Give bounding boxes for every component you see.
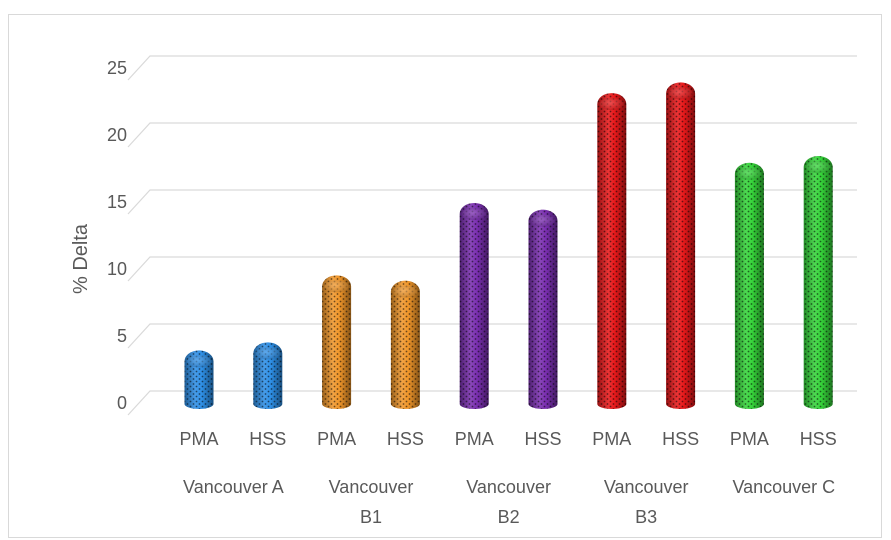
y-tick-label: 15 bbox=[107, 192, 127, 212]
y-tick-label: 5 bbox=[117, 326, 127, 346]
x-tick-label: PMA bbox=[592, 429, 631, 449]
bar bbox=[803, 156, 833, 409]
group-label: Vancouver bbox=[329, 477, 414, 497]
group-label: B3 bbox=[635, 507, 657, 527]
bars bbox=[184, 82, 833, 409]
y-tick-label: 10 bbox=[107, 259, 127, 279]
x-tick-label: HSS bbox=[662, 429, 699, 449]
chart-area: 0 5 10 15 20 25 % Delta PMA HSS PMA HSS PMA HSS PMA… bbox=[8, 14, 882, 538]
group-label: Vancouver bbox=[604, 477, 689, 497]
group-label: Vancouver C bbox=[732, 477, 835, 497]
group-label: Vancouver A bbox=[183, 477, 284, 497]
y-tick-label: 20 bbox=[107, 125, 127, 145]
bar bbox=[253, 342, 283, 409]
bar bbox=[734, 162, 764, 409]
bar bbox=[322, 275, 352, 409]
bar bbox=[597, 93, 627, 409]
x-tick-label: HSS bbox=[387, 429, 424, 449]
group-labels: Vancouver A Vancouver B1 Vancouver B2 Vancouv… bbox=[183, 477, 835, 527]
x-tick-label: HSS bbox=[249, 429, 286, 449]
bar bbox=[666, 82, 696, 409]
x-tick-label: PMA bbox=[179, 429, 218, 449]
x-tick-label: HSS bbox=[800, 429, 837, 449]
x-tick-label: HSS bbox=[524, 429, 561, 449]
group-label: B1 bbox=[360, 507, 382, 527]
y-axis-label: % Delta bbox=[70, 223, 92, 294]
x-tick-label: PMA bbox=[455, 429, 494, 449]
bar bbox=[390, 280, 420, 409]
y-axis-ticks: 0 5 10 15 20 25 bbox=[107, 58, 127, 413]
x-axis-ticks: PMA HSS PMA HSS PMA HSS PMA HSS PMA HSS bbox=[179, 429, 836, 449]
gridline bbox=[127, 122, 857, 148]
y-tick-label: 0 bbox=[117, 393, 127, 413]
group-label: B2 bbox=[498, 507, 520, 527]
x-tick-label: PMA bbox=[317, 429, 356, 449]
bar bbox=[184, 350, 214, 409]
gridline bbox=[127, 55, 857, 81]
x-tick-label: PMA bbox=[730, 429, 769, 449]
y-tick-label: 25 bbox=[107, 58, 127, 78]
bar bbox=[459, 202, 489, 409]
bar bbox=[528, 209, 558, 409]
group-label: Vancouver bbox=[466, 477, 551, 497]
